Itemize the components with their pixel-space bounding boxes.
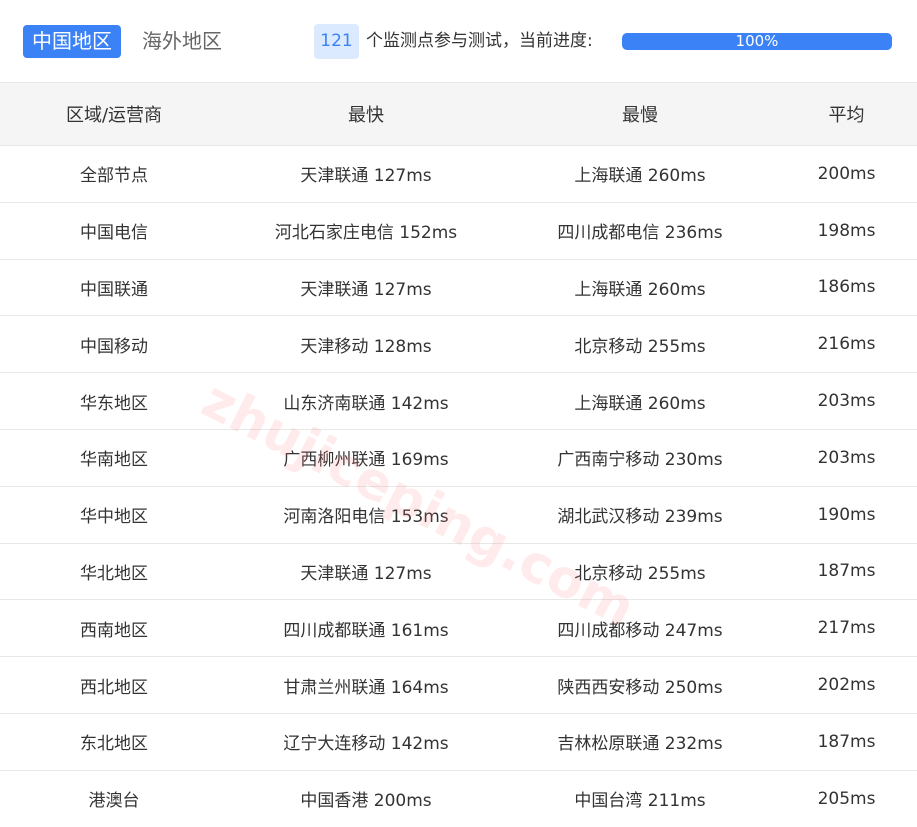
table-cell: 天津联通 127ms [228,145,504,203]
table-cell: 天津联通 127ms [228,258,504,316]
table-row: 中国电信 河北石家庄电信 152ms 四川成都电信 236ms 198ms [0,201,917,260]
table-row: 港澳台 中国香港 200ms 中国台湾 211ms 205ms [0,769,917,827]
progress-bar: 100% [622,33,892,50]
table-cell: 203ms [776,428,917,487]
column-header: 区域/运营商 [0,83,228,146]
count-badge: 121 [314,24,359,59]
table-cell: 202ms [776,656,917,714]
table-cell: 中国移动 [0,315,228,373]
column-header: 最慢 [504,83,776,146]
column-header: 平均 [776,83,917,146]
table-cell: 上海联通 260ms [504,258,776,316]
table-cell: 198ms [776,201,917,260]
table-cell: 上海联通 260ms [504,372,776,430]
table-cell: 西南地区 [0,599,228,657]
table-cell: 187ms [776,712,917,771]
table-cell: 吉林松原联通 232ms [504,712,776,771]
table-cell: 中国电信 [0,201,228,260]
table-row: 华北地区 天津联通 127ms 北京移动 255ms 187ms [0,542,917,600]
table-cell: 华东地区 [0,372,228,430]
table-cell: 190ms [776,485,917,544]
table-cell: 205ms [776,769,917,827]
table-cell: 216ms [776,315,917,373]
table-cell: 陕西西安移动 250ms [504,656,776,714]
table-cell: 广西柳州联通 169ms [228,428,504,487]
table-row: 华东地区 山东济南联通 142ms 上海联通 260ms 203ms [0,372,917,430]
table-cell: 天津联通 127ms [228,542,504,600]
toolbar: 中国地区 海外地区 121 个监测点参与测试，当前进度: 100% [0,0,917,83]
table-row: 华中地区 河南洛阳电信 153ms 湖北武汉移动 239ms 190ms [0,485,917,544]
tab-active[interactable]: 中国地区 [23,25,121,58]
table-cell: 187ms [776,542,917,600]
table-cell: 北京移动 255ms [504,542,776,600]
table-cell: 甘肃兰州联通 164ms [228,656,504,714]
table-row: 西南地区 四川成都联通 161ms 四川成都移动 247ms 217ms [0,599,917,657]
table-cell: 山东济南联通 142ms [228,372,504,430]
table-cell: 全部节点 [0,145,228,203]
table-row: 中国联通 天津联通 127ms 上海联通 260ms 186ms [0,258,917,316]
table-cell: 华中地区 [0,485,228,544]
table-cell: 四川成都联通 161ms [228,599,504,657]
table-cell: 北京移动 255ms [504,315,776,373]
table-row: 西北地区 甘肃兰州联通 164ms 陕西西安移动 250ms 202ms [0,656,917,714]
table-cell: 中国台湾 211ms [504,769,776,827]
table-cell: 西北地区 [0,656,228,714]
table-cell: 中国联通 [0,258,228,316]
table-cell: 辽宁大连移动 142ms [228,712,504,771]
table-cell: 四川成都移动 247ms [504,599,776,657]
table-row: 全部节点 天津联通 127ms 上海联通 260ms 200ms [0,145,917,203]
table-cell: 203ms [776,372,917,430]
result-table: 区域/运营商 最快 最慢 平均 全部节点 天津联通 127ms 上海联通 260ms 200… [0,83,917,827]
table-cell: 港澳台 [0,769,228,827]
table-cell: 217ms [776,599,917,657]
table-cell: 东北地区 [0,712,228,771]
table-cell: 中国香港 200ms [228,769,504,827]
table-cell: 天津移动 128ms [228,315,504,373]
header-row: 区域/运营商 最快 最慢 平均 [0,83,917,146]
status-text: 个监测点参与测试，当前进度: [366,31,593,51]
table-cell: 186ms [776,258,917,316]
table-cell: 200ms [776,145,917,203]
table-cell: 华北地区 [0,542,228,600]
table-cell: 华南地区 [0,428,228,487]
table-cell: 河南洛阳电信 153ms [228,485,504,544]
table-row: 东北地区 辽宁大连移动 142ms 吉林松原联通 232ms 187ms [0,712,917,771]
table-cell: 广西南宁移动 230ms [504,428,776,487]
table-body: 全部节点 天津联通 127ms 上海联通 260ms 200ms 中国电信 河北石家庄电信… [0,145,917,827]
tab[interactable]: 海外地区 [142,29,222,53]
table-cell: 湖北武汉移动 239ms [504,485,776,544]
table-cell: 四川成都电信 236ms [504,201,776,260]
column-header: 最快 [228,83,504,146]
table-cell: 上海联通 260ms [504,145,776,203]
table-cell: 河北石家庄电信 152ms [228,201,504,260]
table-row: 华南地区 广西柳州联通 169ms 广西南宁移动 230ms 203ms [0,428,917,487]
table-row: 中国移动 天津移动 128ms 北京移动 255ms 216ms [0,315,917,373]
